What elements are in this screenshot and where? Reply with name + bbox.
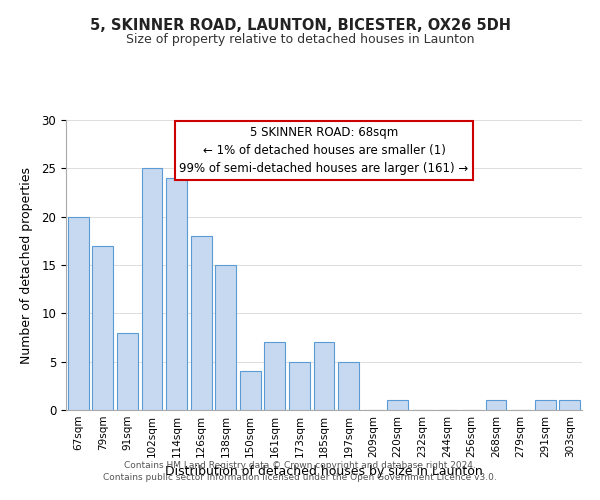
Bar bbox=[485, 400, 506, 410]
Text: Contains HM Land Registry data © Crown copyright and database right 2024.
Contai: Contains HM Land Registry data © Crown c… bbox=[103, 461, 497, 482]
Bar bbox=[265, 342, 286, 410]
Bar bbox=[215, 265, 236, 410]
Bar bbox=[338, 362, 359, 410]
Bar bbox=[535, 400, 556, 410]
Bar bbox=[559, 400, 580, 410]
Bar bbox=[142, 168, 163, 410]
Bar bbox=[117, 332, 138, 410]
Bar bbox=[92, 246, 113, 410]
Bar bbox=[240, 372, 261, 410]
Text: Size of property relative to detached houses in Launton: Size of property relative to detached ho… bbox=[126, 32, 474, 46]
Bar bbox=[289, 362, 310, 410]
Bar bbox=[191, 236, 212, 410]
Text: 5, SKINNER ROAD, LAUNTON, BICESTER, OX26 5DH: 5, SKINNER ROAD, LAUNTON, BICESTER, OX26… bbox=[89, 18, 511, 32]
Bar bbox=[166, 178, 187, 410]
Text: 5 SKINNER ROAD: 68sqm
← 1% of detached houses are smaller (1)
99% of semi-detach: 5 SKINNER ROAD: 68sqm ← 1% of detached h… bbox=[179, 126, 469, 175]
Bar bbox=[387, 400, 408, 410]
X-axis label: Distribution of detached houses by size in Launton: Distribution of detached houses by size … bbox=[165, 466, 483, 478]
Bar bbox=[68, 216, 89, 410]
Bar bbox=[314, 342, 334, 410]
Y-axis label: Number of detached properties: Number of detached properties bbox=[20, 166, 33, 364]
